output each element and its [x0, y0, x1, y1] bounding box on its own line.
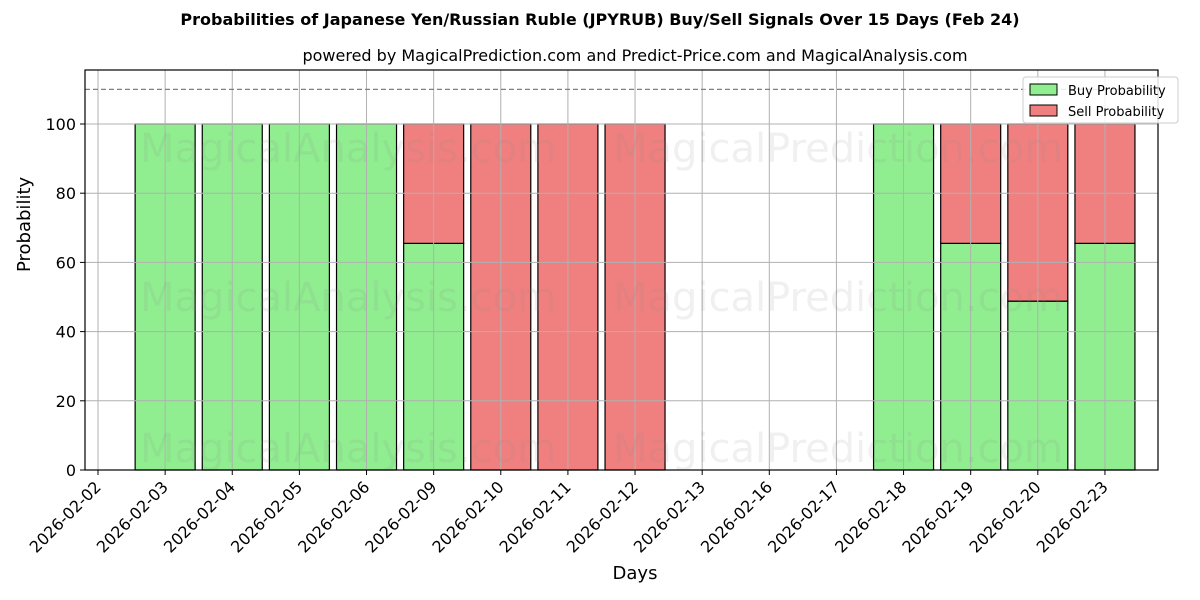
legend-buy-swatch — [1029, 83, 1058, 96]
x-tick-label: 2026-02-23 — [1033, 477, 1112, 556]
legend-sell-swatch — [1029, 104, 1058, 117]
watermark-text: MagicalPrediction.com — [613, 275, 1063, 321]
legend-sell-label: Sell Probability — [1068, 105, 1165, 120]
watermark-text: MagicalPrediction.com — [613, 126, 1063, 172]
chart-title: Probabilities of Japanese Yen/Russian Ru… — [180, 10, 1020, 29]
y-tick-label: 60 — [56, 253, 76, 272]
legend-buy-label: Buy Probability — [1068, 84, 1166, 99]
y-tick-label: 40 — [56, 323, 76, 342]
watermark-text: MagicalAnalysis.com — [140, 126, 556, 172]
y-tick-label: 0 — [66, 461, 76, 480]
y-tick-label: 80 — [56, 184, 76, 203]
y-tick-label: 20 — [56, 392, 76, 411]
watermark-text: MagicalAnalysis.com — [140, 275, 556, 321]
chart-subtitle: powered by MagicalPrediction.com and Pre… — [302, 46, 968, 65]
x-axis-label: Days — [612, 563, 658, 584]
watermark-text: MagicalAnalysis.com — [140, 426, 556, 472]
legend-box — [1022, 76, 1179, 124]
watermark-text: MagicalPrediction.com — [613, 426, 1063, 472]
y-tick-label: 100 — [45, 115, 76, 134]
axes-frame — [84, 69, 1159, 471]
